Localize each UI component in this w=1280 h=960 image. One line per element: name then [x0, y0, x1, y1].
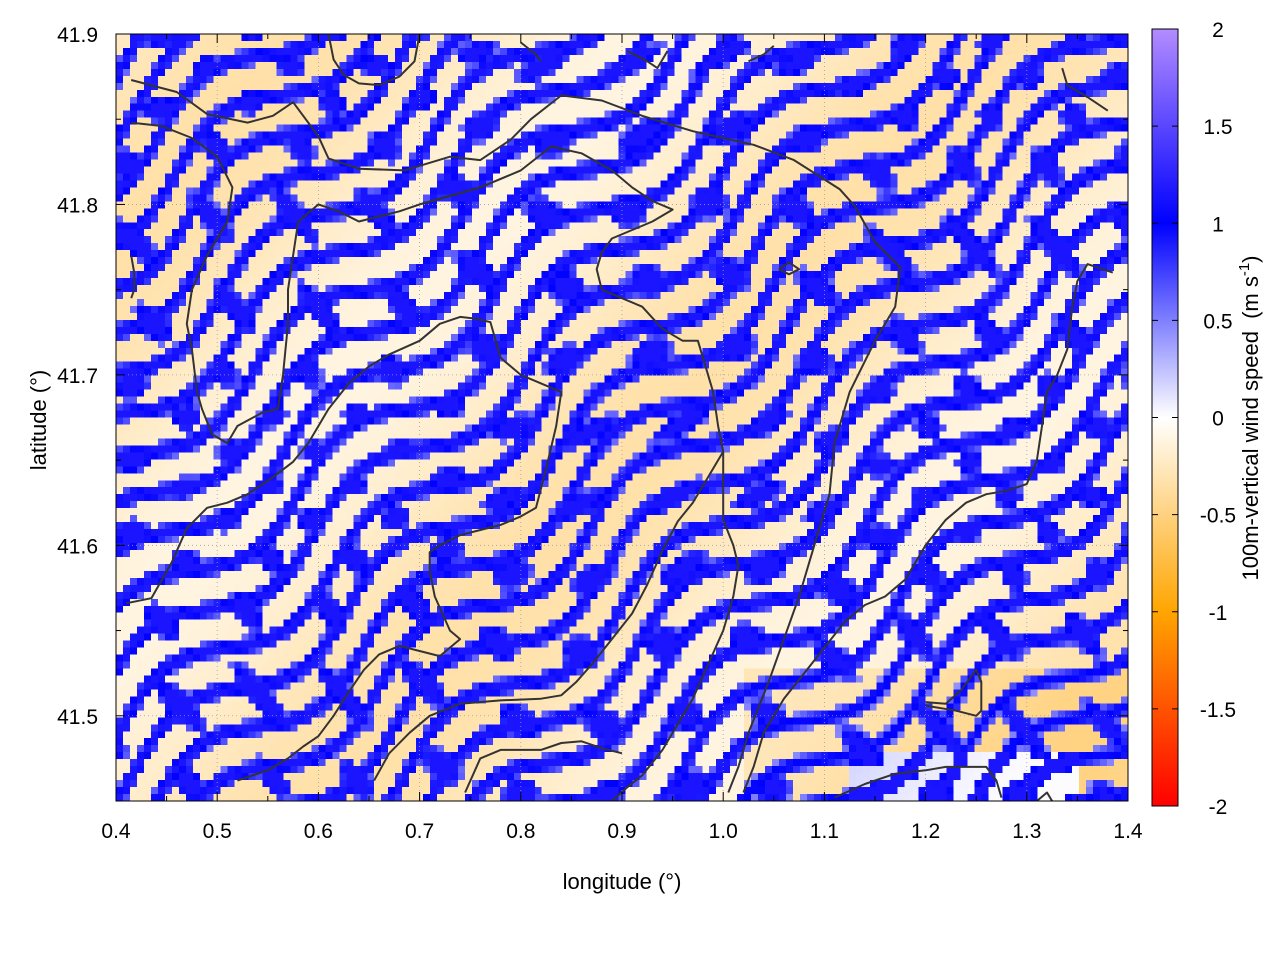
colorbar: -2 -1.5 -1 -0.5 0 0.5 1 1.5 2 100m-vertical wind… [1151, 19, 1263, 819]
x-tick-label: 0.9 [607, 820, 636, 843]
contour-line [520, 41, 542, 62]
y-axis: 41.5 41.6 41.7 41.8 41.9 [57, 24, 1128, 802]
contour-line [1061, 67, 1109, 112]
colorbar-tick-label: 0.5 [1203, 310, 1232, 333]
contour-line [464, 740, 623, 793]
contour-line [373, 451, 725, 781]
colorbar-label-unit-close: ) [1238, 255, 1263, 262]
contour-lines [125, 34, 1114, 801]
colorbar-tick-label: 1 [1212, 213, 1224, 236]
colorbar-tick-label: -0.5 [1200, 505, 1236, 528]
y-axis-label: latitude (°) [26, 370, 51, 471]
colorbar-label-unit: (m s [1238, 276, 1263, 319]
x-tick-label: 0.7 [405, 820, 434, 843]
contour-line [130, 79, 902, 793]
contour-line [778, 261, 801, 276]
x-tick-label: 1.3 [1012, 820, 1041, 843]
y-tick-label: 41.5 [57, 706, 98, 729]
x-tick-label: 1.2 [911, 820, 940, 843]
colorbar-tick-label: 0 [1212, 408, 1224, 431]
colorbar-ticks: -2 -1.5 -1 -0.5 0 0.5 1 1.5 2 [1152, 19, 1236, 819]
contour-line [125, 315, 563, 782]
contour-line [748, 45, 775, 63]
contour-line [925, 668, 983, 717]
heatmap-raster [116, 34, 1128, 801]
colorbar-label-exponent: -1 [1236, 263, 1253, 276]
y-tick-label: 41.6 [57, 535, 98, 558]
contour-line [131, 121, 740, 801]
colorbar-tick-label: 2 [1212, 19, 1224, 42]
x-axis: 0.4 0.5 0.6 0.7 0.8 0.9 1.0 1.1 1.2 1.3 1.4 [101, 34, 1143, 843]
colorbar-label-quantity: 100m-vertical wind speed [1238, 331, 1263, 580]
grid-lines [116, 34, 1128, 801]
x-axis-label: longitude (°) [563, 869, 682, 894]
x-tick-label: 0.4 [101, 820, 131, 843]
x-tick-label: 1.4 [1113, 820, 1143, 843]
x-tick-label: 1.0 [709, 820, 738, 843]
contour-line [130, 255, 136, 299]
colorbar-label: 100m-vertical wind speed (m s-1) [1236, 255, 1263, 580]
y-tick-label: 41.7 [57, 365, 98, 388]
x-tick-label: 0.6 [304, 820, 333, 843]
contour-line [742, 263, 1114, 793]
heatmap-field [116, 34, 1128, 801]
contour-line [626, 50, 669, 70]
y-tick-label: 41.9 [57, 24, 98, 47]
colorbar-tick-label: -2 [1209, 796, 1228, 819]
x-tick-label: 1.1 [810, 820, 839, 843]
x-tick-label: 0.5 [203, 820, 232, 843]
colorbar-tick-label: -1 [1209, 602, 1228, 625]
contour-line [834, 765, 1003, 799]
contour-line [327, 34, 421, 87]
colorbar-tick-label: -1.5 [1200, 699, 1236, 722]
y-tick-label: 41.8 [57, 194, 98, 217]
colorbar-tick-label: 1.5 [1203, 116, 1232, 139]
contour-line [1036, 791, 1053, 801]
x-tick-label: 0.8 [506, 820, 535, 843]
